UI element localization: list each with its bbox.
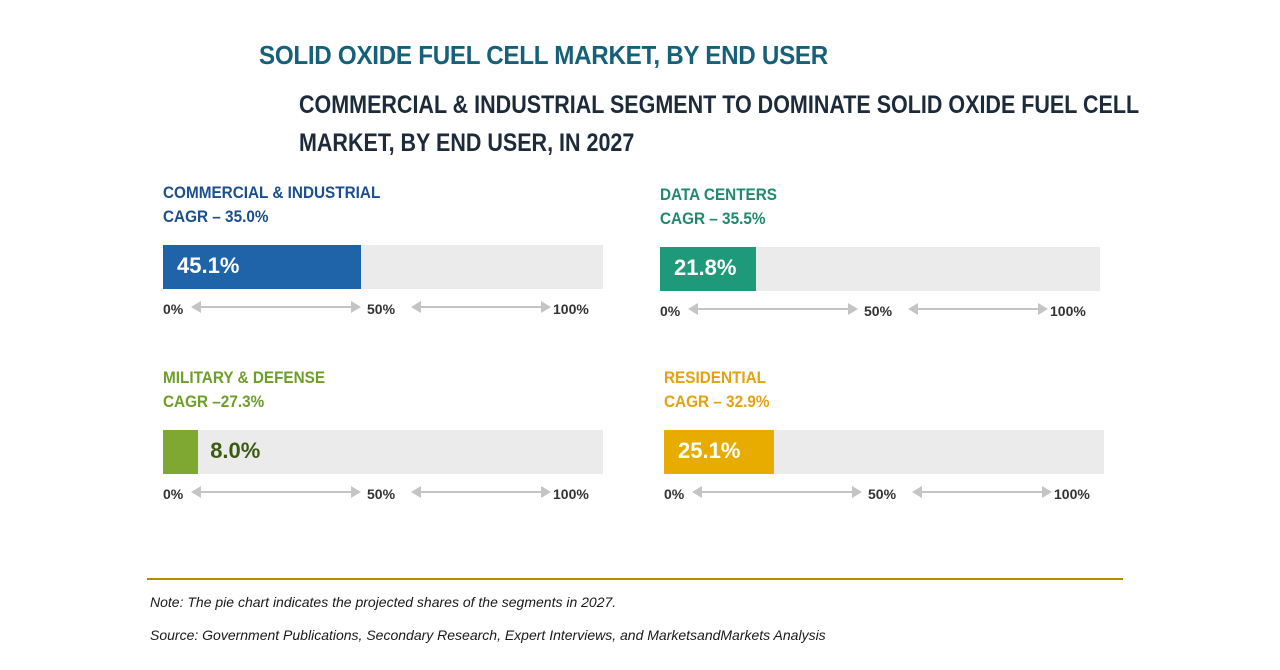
segment-cagr: CAGR –27.3% [163,392,265,411]
note-text: Note: The pie chart indicates the projec… [150,594,617,610]
chart-subtitle: COMMERCIAL & INDUSTRIAL SEGMENT TO DOMIN… [299,86,1139,162]
double-arrow-icon [411,301,551,313]
source-text: Source: Government Publications, Seconda… [150,627,826,643]
segment-panel-residential: RESIDENTIAL CAGR – 32.9% 25.1% 0% 50% 100% [664,368,1114,518]
segment-name: RESIDENTIAL [664,368,767,387]
double-arrow-icon [908,303,1048,315]
double-arrow-icon [191,486,361,498]
double-arrow-icon [912,486,1052,498]
subtitle-line-1: COMMERCIAL & INDUSTRIAL SEGMENT TO DOMIN… [299,91,1140,119]
axis-tick-label: 50% [367,486,396,502]
share-axis: 0% 50% 100% [163,480,603,504]
share-bar-track: 45.1% [163,245,603,289]
axis-tick-label: 0% [660,303,681,319]
double-arrow-icon [692,486,862,498]
axis-tick-label: 100% [553,486,589,502]
footer-divider [147,578,1123,580]
axis-tick-label: 50% [367,301,396,317]
share-bar-fill [664,430,775,474]
share-bar-fill [163,245,362,289]
share-axis: 0% 50% 100% [660,297,1100,321]
axis-tick-label: 0% [163,301,184,317]
segment-cagr: CAGR – 32.9% [664,392,770,411]
subtitle-line-2: MARKET, BY END USER, IN 2027 [299,129,635,157]
segment-cagr: CAGR – 35.0% [163,207,269,226]
axis-arrows [191,301,551,313]
axis-tick-label: 0% [664,486,685,502]
axis-tick-label: 100% [1050,303,1086,319]
axis-tick-label: 50% [864,303,893,319]
double-arrow-icon [191,301,361,313]
share-bar-fill [163,430,199,474]
axis-arrows [191,486,551,498]
segment-panel-commercial-industrial: COMMERCIAL & INDUSTRIAL CAGR – 35.0% 45.1%… [163,183,613,333]
axis-arrows [688,303,1048,315]
double-arrow-icon [688,303,858,315]
segment-panel-data-centers: DATA CENTERS CAGR – 35.5% 21.8% 0% 50% 100% [660,185,1110,335]
chart-title: SOLID OXIDE FUEL CELL MARKET, BY END USE… [259,40,828,70]
segment-name: COMMERCIAL & INDUSTRIAL [163,183,381,202]
axis-tick-label: 0% [163,486,184,502]
share-bar-track: 21.8% [660,247,1100,291]
share-value-label: 8.0% [210,438,261,463]
share-value-label: 25.1% [678,438,741,463]
share-bar-track: 8.0% [163,430,603,474]
axis-tick-label: 50% [868,486,897,502]
axis-arrows [692,486,1052,498]
share-bar-fill [660,247,756,291]
segment-panel-military-defense: MILITARY & DEFENSE CAGR –27.3% 8.0% 0% 50% 10… [163,368,613,518]
axis-tick-label: 100% [553,301,589,317]
share-axis: 0% 50% 100% [664,480,1104,504]
share-axis: 0% 50% 100% [163,295,603,319]
share-bar-track: 25.1% [664,430,1104,474]
segment-cagr: CAGR – 35.5% [660,209,766,228]
segment-name: MILITARY & DEFENSE [163,368,326,387]
share-value-label: 21.8% [674,255,737,280]
double-arrow-icon [411,486,551,498]
axis-tick-label: 100% [1054,486,1090,502]
share-value-label: 45.1% [177,253,240,278]
segment-name: DATA CENTERS [660,185,778,204]
